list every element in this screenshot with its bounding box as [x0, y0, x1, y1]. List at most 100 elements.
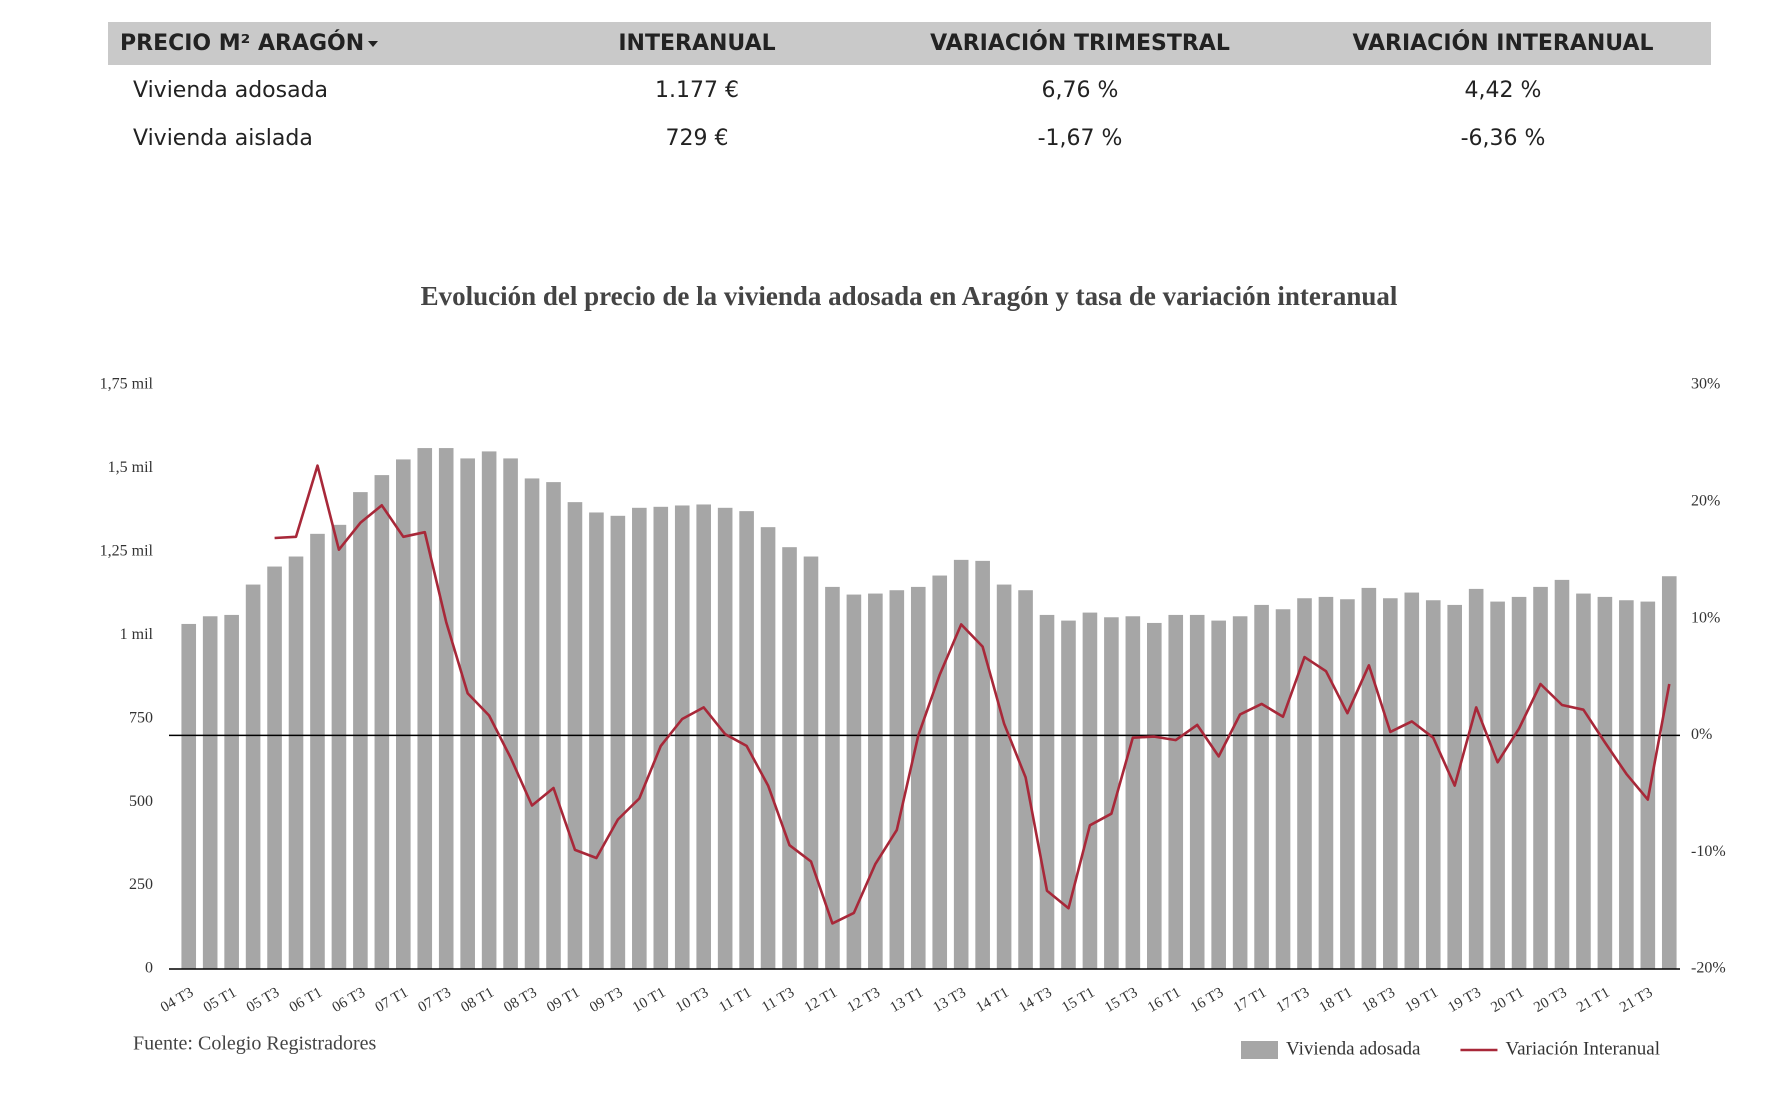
- table-header: VARIACIÓN INTERANUAL: [1352, 30, 1653, 56]
- x-tick-label: 04 T3: [158, 985, 196, 1016]
- x-tick-label: 21 T1: [1574, 985, 1612, 1016]
- bar: [653, 506, 669, 969]
- table-cell: -1,67 %: [1038, 126, 1123, 151]
- bar: [803, 556, 819, 969]
- y-tick-label: 0: [145, 960, 153, 977]
- bar: [1361, 587, 1377, 969]
- table-header: VARIACIÓN TRIMESTRAL: [930, 30, 1230, 56]
- bar: [1511, 596, 1527, 969]
- y-tick-label: 1,5 mil: [108, 459, 154, 476]
- bar: [374, 475, 390, 969]
- x-tick-label: 10 T3: [673, 985, 711, 1016]
- bar: [481, 451, 497, 969]
- x-tick-label: 19 T3: [1445, 985, 1483, 1016]
- legend-swatch: [1241, 1041, 1278, 1059]
- bar: [310, 533, 325, 969]
- x-tick-label: 05 T3: [244, 985, 282, 1016]
- x-tick-label: 11 T1: [716, 985, 754, 1016]
- bar: [1318, 596, 1334, 969]
- bar: [396, 459, 411, 969]
- bar: [1189, 614, 1205, 969]
- x-tick-label: 18 T1: [1317, 985, 1355, 1016]
- bar: [1425, 600, 1441, 969]
- bar: [953, 559, 969, 969]
- bar: [1576, 593, 1591, 969]
- bar: [1082, 612, 1098, 969]
- bar: [288, 556, 304, 969]
- bar: [1554, 579, 1570, 969]
- x-tick-label: 13 T1: [888, 985, 926, 1016]
- bar: [1383, 598, 1398, 969]
- bar: [889, 590, 905, 969]
- bar: [1061, 620, 1076, 969]
- bar: [503, 458, 518, 969]
- table-header: INTERANUAL: [618, 31, 775, 56]
- dropdown-arrow[interactable]: [368, 41, 378, 47]
- y-tick-label: 1,75 mil: [100, 376, 154, 393]
- table-cell: Vivienda aislada: [133, 126, 313, 151]
- x-tick-label: 16 T1: [1145, 985, 1183, 1016]
- y2-tick-label: 0%: [1691, 726, 1712, 743]
- bar: [1104, 617, 1119, 969]
- bar: [1533, 586, 1548, 969]
- x-tick-label: 08 T3: [501, 985, 539, 1016]
- bar: [438, 448, 454, 969]
- x-tick-label: 06 T1: [287, 985, 325, 1016]
- x-tick-label: 09 T1: [544, 985, 582, 1016]
- bar: [1125, 616, 1141, 969]
- x-tick-label: 09 T3: [587, 985, 625, 1016]
- y-tick-label: 750: [129, 709, 153, 726]
- bar: [460, 458, 475, 969]
- bar: [1404, 592, 1420, 969]
- x-tick-label: 12 T3: [845, 985, 883, 1016]
- bar: [1597, 596, 1613, 969]
- bar: [245, 584, 261, 969]
- table-cell: 4,42 %: [1465, 78, 1542, 103]
- chart-title: Evolución del precio de la vivienda ados…: [421, 281, 1398, 311]
- table-header[interactable]: PRECIO M² ARAGÓN: [120, 30, 364, 56]
- y-tick-label: 1 mil: [120, 626, 154, 643]
- x-tick-label: 15 T1: [1059, 985, 1097, 1016]
- y2-tick-label: 30%: [1691, 376, 1720, 393]
- y-tick-label: 500: [129, 793, 153, 810]
- bar: [996, 584, 1012, 969]
- x-tick-label: 17 T3: [1274, 985, 1312, 1016]
- bar: [674, 505, 690, 969]
- bar: [331, 524, 347, 969]
- table-cell: 6,76 %: [1042, 78, 1119, 103]
- bar: [1468, 588, 1484, 969]
- bar: [1039, 614, 1055, 969]
- x-tick-label: 05 T1: [201, 985, 239, 1016]
- bar: [1619, 600, 1634, 969]
- table-cell: -6,36 %: [1461, 126, 1546, 151]
- bar: [1211, 620, 1226, 969]
- bar: [825, 586, 840, 969]
- x-tick-label: 20 T3: [1531, 985, 1569, 1016]
- bar: [610, 515, 626, 969]
- x-tick-label: 16 T3: [1188, 985, 1226, 1016]
- bar: [975, 560, 990, 969]
- source-note: Fuente: Colegio Registradores: [133, 1033, 377, 1055]
- x-tick-label: 12 T1: [802, 985, 840, 1016]
- bar: [868, 593, 883, 969]
- bar: [1297, 598, 1312, 969]
- bar: [224, 614, 239, 969]
- bar: [181, 623, 197, 969]
- y-tick-label: 250: [129, 876, 153, 893]
- y2-tick-label: -20%: [1691, 960, 1726, 977]
- x-tick-label: 13 T3: [930, 985, 968, 1016]
- bar: [524, 478, 540, 969]
- bar: [1275, 609, 1291, 969]
- x-tick-label: 14 T1: [973, 985, 1011, 1016]
- bar: [846, 594, 862, 969]
- x-tick-label: 07 T3: [415, 985, 453, 1016]
- x-tick-label: 17 T1: [1231, 985, 1269, 1016]
- bar: [1147, 622, 1162, 969]
- x-tick-label: 20 T1: [1488, 985, 1526, 1016]
- bar: [589, 512, 604, 969]
- bar: [1168, 614, 1184, 969]
- bar: [1254, 604, 1269, 969]
- x-tick-label: 15 T3: [1102, 985, 1140, 1016]
